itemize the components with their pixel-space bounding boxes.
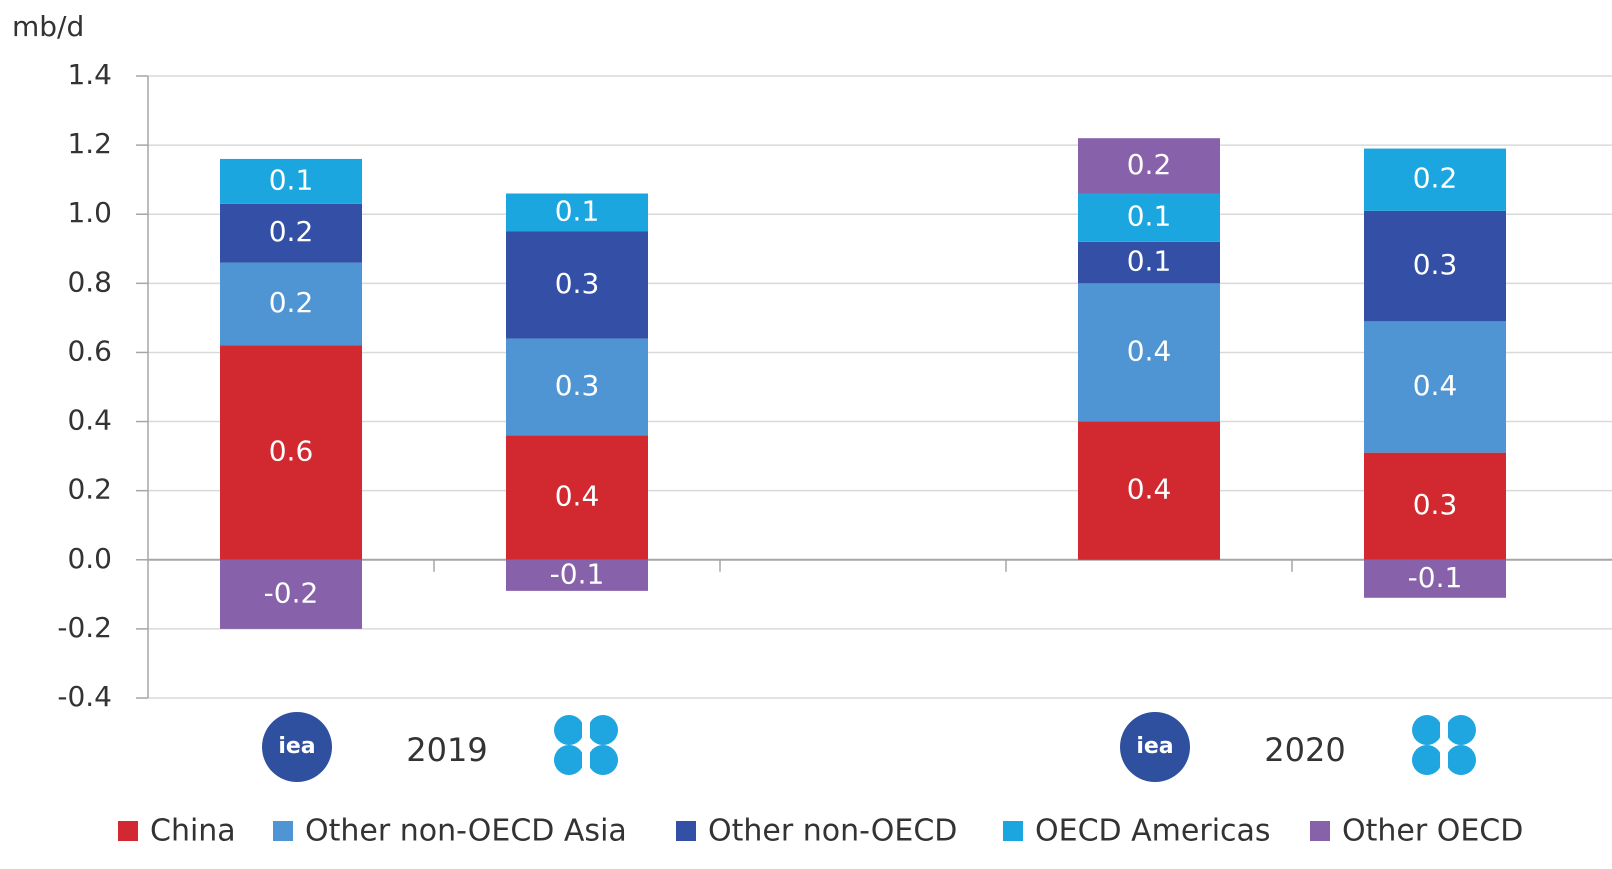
opec-logo-part bbox=[1446, 715, 1476, 745]
legend-swatch bbox=[118, 821, 138, 841]
bar-segment bbox=[1078, 241, 1220, 284]
opec-logo-part bbox=[554, 715, 584, 745]
bar-segment bbox=[506, 435, 648, 560]
value-label: 0.1 bbox=[1127, 245, 1172, 278]
value-label: 0.2 bbox=[1413, 162, 1458, 195]
bar-segment bbox=[1078, 283, 1220, 422]
y-tick-label: 0.8 bbox=[67, 265, 112, 298]
bar-segment bbox=[1078, 138, 1220, 194]
opec-logo-part bbox=[1412, 715, 1442, 745]
value-label: 0.3 bbox=[555, 267, 600, 300]
legend-swatch bbox=[1003, 821, 1023, 841]
bar-segment bbox=[1364, 452, 1506, 560]
bar-segment bbox=[506, 231, 648, 339]
value-label: 0.3 bbox=[1413, 248, 1458, 281]
bar-segment bbox=[220, 345, 362, 560]
opec-logo-bar bbox=[1440, 712, 1448, 778]
value-label: 0.4 bbox=[1127, 473, 1172, 506]
opec-logo-part bbox=[1412, 745, 1442, 775]
value-label: 0.1 bbox=[555, 194, 600, 227]
legend-swatch bbox=[676, 821, 696, 841]
bar-segment bbox=[220, 158, 362, 204]
value-label: 0.6 bbox=[269, 435, 314, 468]
opec-logo-bar bbox=[582, 712, 590, 778]
y-tick-label: 0.4 bbox=[67, 404, 112, 437]
bar-segment bbox=[1078, 193, 1220, 242]
y-tick-label: 0.2 bbox=[67, 473, 112, 506]
bar-segment bbox=[220, 559, 362, 629]
iea-logo bbox=[262, 712, 332, 782]
bar-segment bbox=[506, 193, 648, 232]
y-tick-label: -0.4 bbox=[57, 680, 112, 713]
iea-logo-text: iea bbox=[1136, 734, 1173, 759]
y-tick-label: 1.4 bbox=[67, 58, 112, 91]
opec-logo-part bbox=[588, 715, 618, 745]
y-tick-label: 1.2 bbox=[67, 127, 112, 160]
value-label: -0.1 bbox=[550, 557, 605, 590]
bar-segment bbox=[506, 338, 648, 436]
bar-segment bbox=[1364, 559, 1506, 598]
legend-label: China bbox=[150, 814, 236, 849]
iea-logo bbox=[1120, 712, 1190, 782]
opec-logo bbox=[554, 712, 618, 778]
bar-segment bbox=[220, 203, 362, 263]
opec-logo-part bbox=[1446, 745, 1476, 775]
y-tick-label: 0.0 bbox=[67, 542, 112, 575]
iea-logo-text: iea bbox=[278, 734, 315, 759]
legend-label: OECD Americas bbox=[1035, 814, 1271, 849]
opec-logo bbox=[1412, 712, 1476, 778]
group-label: 2020 bbox=[1264, 731, 1345, 769]
value-label: 0.1 bbox=[269, 163, 314, 196]
y-tick-label: 1.0 bbox=[67, 196, 112, 229]
legend-label: Other non-OECD Asia bbox=[305, 814, 627, 849]
bar-segment bbox=[1364, 210, 1506, 322]
value-label: 0.3 bbox=[555, 369, 600, 402]
bar-segment bbox=[1364, 148, 1506, 211]
y-tick-label: -0.2 bbox=[57, 611, 112, 644]
value-label: 0.2 bbox=[1127, 148, 1172, 181]
legend-label: Other non-OECD bbox=[708, 814, 957, 849]
legend-swatch bbox=[273, 821, 293, 841]
value-label: 0.1 bbox=[1127, 200, 1172, 233]
y-tick-label: 0.6 bbox=[67, 334, 112, 367]
bar-segment bbox=[506, 559, 648, 591]
bar-segment bbox=[1078, 421, 1220, 560]
value-label: 0.2 bbox=[269, 286, 314, 319]
value-label: 0.3 bbox=[1413, 488, 1458, 521]
opec-logo-part bbox=[588, 745, 618, 775]
legend-swatch bbox=[1310, 821, 1330, 841]
value-label: 0.4 bbox=[1127, 334, 1172, 367]
bar-segment bbox=[1364, 321, 1506, 453]
group-label: 2019 bbox=[406, 731, 487, 769]
y-axis-label: mb/d bbox=[12, 10, 84, 43]
legend-label: Other OECD bbox=[1342, 814, 1523, 849]
bar-segment bbox=[220, 262, 362, 346]
value-label: 0.4 bbox=[1413, 369, 1458, 402]
value-label: 0.2 bbox=[269, 215, 314, 248]
value-label: -0.1 bbox=[1408, 561, 1463, 594]
value-label: 0.4 bbox=[555, 480, 600, 513]
opec-logo-part bbox=[554, 745, 584, 775]
value-label: -0.2 bbox=[264, 576, 319, 609]
